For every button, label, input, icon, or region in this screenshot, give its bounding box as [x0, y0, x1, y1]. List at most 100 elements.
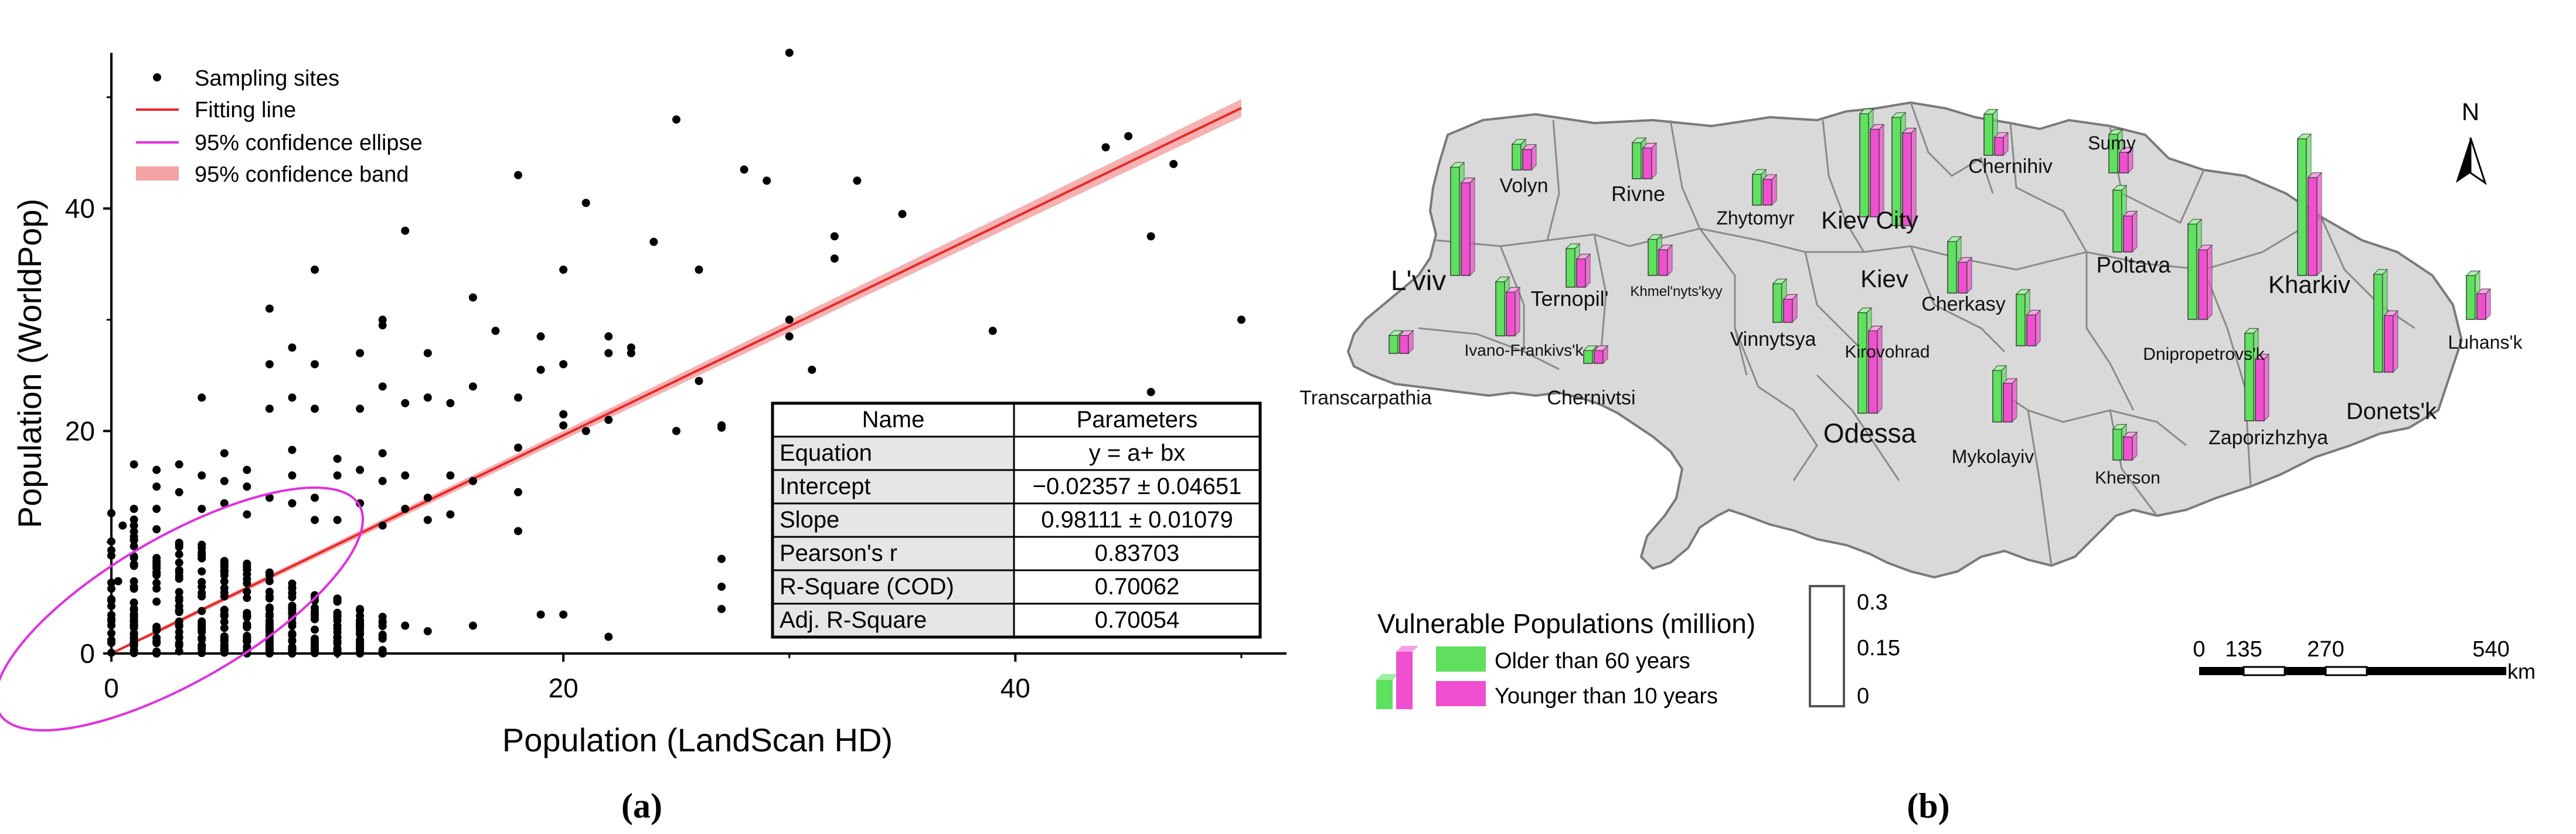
data-point	[717, 554, 726, 563]
population-bar-side	[1515, 286, 1520, 337]
data-point	[243, 587, 251, 596]
data-point	[785, 315, 794, 324]
data-point	[356, 649, 365, 658]
data-point	[107, 602, 115, 611]
data-point	[446, 399, 455, 407]
region-label: Donets'k	[2346, 399, 2437, 424]
data-point	[107, 546, 115, 554]
legend-sampling-sites: Sampling sites	[195, 66, 339, 91]
data-point	[468, 382, 477, 391]
population-bar	[1594, 350, 1604, 364]
table-name-cell: Name	[862, 407, 925, 433]
legend-confidence-band: 95% confidence band	[195, 162, 409, 187]
data-point	[198, 567, 206, 576]
population-bar-side	[1667, 244, 1673, 277]
data-point	[288, 499, 297, 508]
data-point	[130, 521, 138, 530]
data-point	[288, 471, 297, 480]
data-point	[830, 232, 839, 241]
region-label: Kiev City	[1821, 206, 1918, 234]
data-point	[559, 610, 568, 619]
north-arrow-icon	[2456, 137, 2487, 185]
region-label: Odessa	[1823, 418, 1917, 448]
data-point	[559, 360, 568, 369]
data-point	[175, 633, 183, 642]
data-point	[333, 471, 342, 480]
legend-older-swatch	[1436, 646, 1486, 672]
population-bar	[2297, 138, 2307, 276]
table-value-cell: 0.83703	[1095, 540, 1180, 566]
population-bar	[1658, 249, 1668, 276]
y-tick-label: 20	[65, 416, 95, 446]
data-point	[581, 199, 590, 207]
data-point	[130, 460, 138, 469]
table-value-cell: 0.98111 ± 0.01079	[1041, 507, 1233, 533]
data-point	[604, 332, 613, 341]
region-label: Sumy	[2088, 132, 2136, 154]
data-point	[152, 597, 161, 606]
data-point	[175, 622, 183, 631]
data-point	[378, 612, 387, 621]
data-point	[536, 365, 545, 374]
data-point	[288, 583, 297, 592]
data-point	[401, 621, 410, 630]
data-point	[333, 632, 342, 641]
population-bar-side	[2132, 431, 2138, 461]
data-point	[401, 226, 410, 235]
data-point	[672, 427, 680, 435]
population-bar	[1566, 248, 1575, 288]
data-point	[198, 607, 206, 615]
scatter-legend: Sampling sites Fitting line 95% confiden…	[136, 66, 423, 187]
legend-older-label: Older than 60 years	[1495, 649, 1690, 673]
legend-fitting-line: Fitting line	[195, 98, 296, 122]
population-bar	[1870, 128, 1880, 217]
data-point	[356, 349, 365, 358]
data-point	[243, 594, 251, 602]
population-bar	[1399, 335, 1409, 354]
population-bar	[1994, 137, 2004, 156]
scale-tick-540: 540	[2472, 637, 2509, 662]
data-point	[378, 476, 387, 485]
data-point	[243, 633, 251, 642]
data-point	[536, 332, 545, 341]
region-label: Kiev	[1860, 265, 1908, 292]
data-point	[311, 607, 319, 616]
data-point	[898, 210, 907, 219]
data-point	[130, 553, 138, 562]
data-point	[220, 611, 229, 620]
table-name-cell: Slope	[780, 507, 839, 533]
table-value-cell: 0.70062	[1095, 574, 1180, 600]
data-point	[288, 604, 297, 612]
data-point	[198, 471, 206, 480]
data-point	[604, 632, 613, 641]
data-point	[740, 165, 748, 174]
population-bar-side	[1877, 325, 1883, 414]
data-point	[401, 471, 410, 480]
population-bar	[1522, 149, 1532, 171]
population-bar-side	[1408, 329, 1414, 355]
data-point	[220, 560, 229, 569]
table-value-cell: 0.70054	[1095, 607, 1180, 633]
data-point	[333, 454, 342, 463]
data-point	[130, 505, 138, 513]
region-label: Kirovohrad	[1845, 342, 1930, 362]
y-tick-label: 40	[65, 193, 95, 224]
data-point	[356, 630, 365, 639]
data-point	[311, 516, 319, 525]
data-point	[107, 636, 115, 645]
data-point	[175, 543, 183, 552]
panel-a-label: (a)	[621, 787, 662, 825]
population-bar-side	[2316, 172, 2322, 277]
legend-band-icon	[136, 166, 179, 181]
population-bar	[2112, 189, 2122, 253]
data-point	[378, 646, 387, 655]
fitting-line	[111, 107, 1242, 655]
data-point	[695, 376, 703, 385]
population-bar	[1859, 113, 1869, 217]
data-point	[514, 527, 523, 536]
data-point	[220, 624, 229, 632]
data-point	[198, 583, 206, 591]
data-point	[604, 416, 613, 424]
scale-tick-0: 0	[2193, 637, 2205, 662]
data-point	[785, 332, 794, 341]
